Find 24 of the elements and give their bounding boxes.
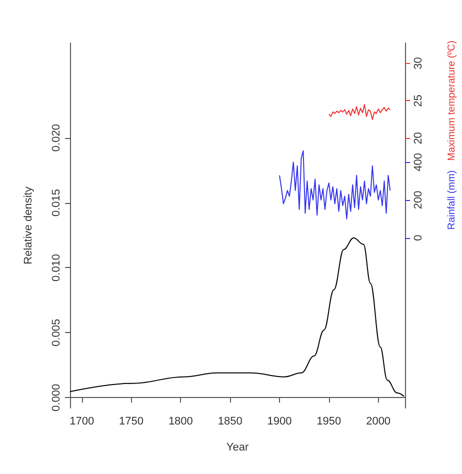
y2-tick-label: 400 [412, 152, 424, 172]
line-series [279, 150, 391, 220]
y-tick-label: 0.015 [50, 189, 62, 217]
y3-tick-label: 20 [412, 132, 424, 144]
line-series [328, 104, 391, 120]
y2-tick-label: 0 [412, 234, 424, 241]
y3-tick-label: 25 [412, 94, 424, 107]
y-axis-title: Relative density [22, 186, 34, 264]
x-tick-label: 1700 [70, 416, 94, 428]
x-tick-label: 1850 [218, 416, 242, 428]
y2-axis-title: Rainfall (mm) [446, 170, 458, 230]
x-tick-label: 1900 [267, 416, 292, 428]
y-tick-label: 0.010 [50, 254, 62, 282]
y2-tick-label: 200 [412, 190, 424, 210]
y3-axis-title: Maximum temperature (ºC) [446, 40, 458, 161]
y-tick-label: 0.000 [50, 384, 62, 412]
x-tick-label: 2000 [366, 416, 391, 428]
y-tick-label: 0.005 [50, 318, 62, 346]
y-tick-label: 0.020 [50, 124, 62, 152]
x-tick-label: 1750 [119, 416, 144, 428]
x-axis-title: Year [226, 442, 249, 454]
y3-tick-label: 30 [412, 57, 424, 70]
x-tick-label: 1800 [168, 416, 193, 428]
x-tick-label: 1950 [316, 416, 342, 428]
